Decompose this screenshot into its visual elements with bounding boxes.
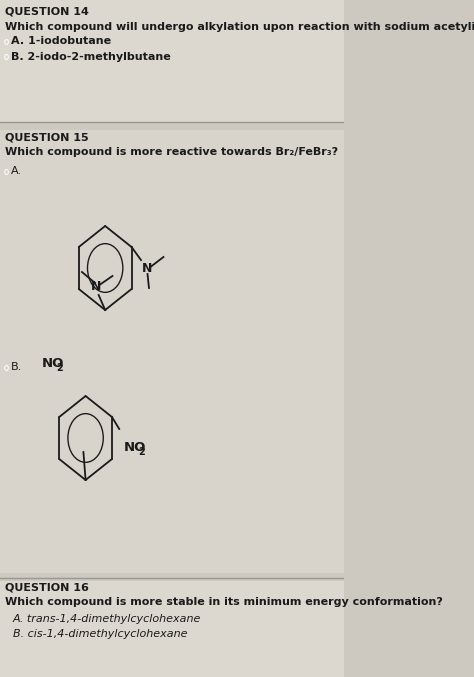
Text: B. 2-iodo-2-methylbutane: B. 2-iodo-2-methylbutane bbox=[11, 51, 171, 62]
Text: NO: NO bbox=[42, 357, 64, 370]
Text: N: N bbox=[91, 280, 101, 292]
Text: 2: 2 bbox=[56, 363, 64, 373]
Text: QUESTION 16: QUESTION 16 bbox=[5, 582, 89, 592]
Text: B. cis-1,4-dimethylcyclohexane: B. cis-1,4-dimethylcyclohexane bbox=[13, 629, 188, 639]
Text: B.: B. bbox=[11, 362, 22, 372]
Text: NO: NO bbox=[124, 441, 146, 454]
Text: N: N bbox=[142, 263, 153, 276]
Bar bbox=[0, 130, 344, 573]
Text: QUESTION 15: QUESTION 15 bbox=[5, 132, 89, 142]
Text: Which compound is more stable in its minimum energy conformation?: Which compound is more stable in its min… bbox=[5, 597, 443, 607]
Bar bbox=[0, 581, 344, 677]
Text: Which compound is more reactive towards Br₂/FeBr₃?: Which compound is more reactive towards … bbox=[5, 147, 338, 157]
Text: Which compound will undergo alkylation upon reaction with sodium acetylide?: Which compound will undergo alkylation u… bbox=[5, 22, 474, 32]
Text: A. 1-iodobutane: A. 1-iodobutane bbox=[11, 37, 111, 47]
Text: A. trans-1,4-dimethylcyclohexane: A. trans-1,4-dimethylcyclohexane bbox=[13, 614, 201, 624]
Text: 2: 2 bbox=[138, 447, 145, 457]
Bar bbox=[0, 0, 344, 122]
Text: QUESTION 14: QUESTION 14 bbox=[5, 7, 89, 17]
Text: A.: A. bbox=[11, 166, 22, 176]
